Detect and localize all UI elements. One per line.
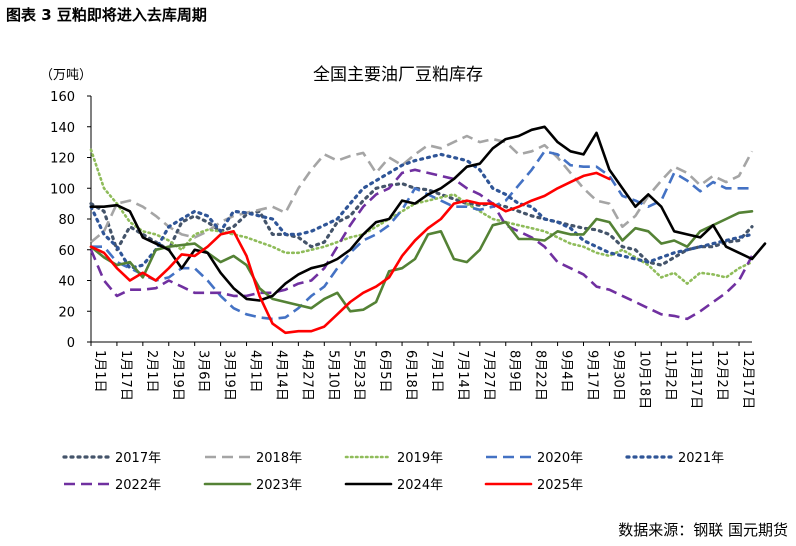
series-line-2025年 — [89, 171, 611, 335]
x-tick-label: 6月18日 — [403, 350, 418, 401]
figure-caption: 图表 3 豆粕即将进入去库周期 — [6, 6, 207, 24]
series-line-2021年 — [89, 152, 754, 270]
x-tick-label: 4月1日 — [248, 350, 263, 393]
legend-label: 2022年 — [115, 478, 161, 493]
x-tick-label: 9月17日 — [585, 350, 600, 401]
x-tick-label: 9月4日 — [559, 350, 574, 393]
legend-label: 2023年 — [256, 478, 302, 493]
y-tick-label: 80 — [58, 213, 75, 228]
series-line-2022年 — [89, 168, 754, 321]
x-tick-label: 6月5日 — [377, 350, 392, 393]
series-line-2024年 — [89, 125, 767, 302]
x-tick-label: 3月19日 — [222, 350, 237, 401]
series-line-2023年 — [89, 210, 754, 313]
x-tick-label: 2月19日 — [170, 350, 185, 401]
series-line-2020年 — [91, 150, 752, 321]
legend-label: 2019年 — [397, 451, 443, 466]
y-tick-label: 120 — [50, 152, 75, 167]
y-axis-unit: （万吨） — [40, 68, 92, 83]
x-tick-label: 5月10日 — [325, 350, 340, 401]
x-tick-label: 4月27日 — [299, 350, 314, 401]
x-tick-label: 3月6日 — [196, 350, 211, 393]
y-tick-label: 20 — [58, 305, 75, 320]
y-tick-label: 160 — [50, 90, 75, 105]
y-tick-label: 140 — [50, 121, 75, 136]
x-tick-label: 8月9日 — [507, 350, 522, 393]
legend-label: 2020年 — [537, 451, 583, 466]
legend-label: 2021年 — [678, 451, 724, 466]
legend: 2017年 2018年 2019年 2020年 2021年 2022年 2023年 2024年… — [62, 451, 724, 493]
x-tick-label: 12月2日 — [714, 350, 729, 401]
legend-label: 2018年 — [256, 451, 302, 466]
y-tick-label: 0 — [67, 336, 75, 351]
y-tick-label: 40 — [58, 275, 75, 290]
x-tick-label: 5月23日 — [351, 350, 366, 401]
legend-label: 2017年 — [115, 451, 161, 466]
series-line-2017年 — [89, 182, 754, 267]
x-tick-label: 7月1日 — [429, 350, 444, 393]
x-tick-label: 9月30日 — [610, 350, 625, 401]
x-tick-label: 11月2日 — [662, 350, 677, 401]
x-tick-label: 1月17日 — [118, 350, 133, 401]
chart-title: 全国主要油厂豆粕库存 — [313, 65, 483, 85]
legend-label: 2024年 — [397, 478, 443, 493]
y-tick-label: 60 — [58, 244, 75, 259]
y-tick-label: 100 — [50, 182, 75, 197]
y-ticks: 0 20 40 60 80 100 120 140 160 — [50, 90, 91, 351]
x-tick-label: 10月18日 — [636, 350, 651, 409]
x-tick-label: 2月1日 — [144, 350, 159, 393]
x-ticks: 1月1日 1月17日 2月1日 2月19日 3月6日 3月19日 4月1日 4月14日 4月27… — [90, 342, 755, 409]
series-group — [89, 125, 767, 335]
x-tick-label: 1月1日 — [92, 350, 107, 393]
x-tick-label: 7月14日 — [455, 350, 470, 401]
x-tick-label: 8月22日 — [533, 350, 548, 401]
legend-label: 2025年 — [537, 478, 583, 493]
x-tick-label: 4月14日 — [273, 350, 288, 401]
series-line-2018年 — [90, 134, 754, 244]
x-tick-label: 11月17日 — [688, 350, 703, 409]
source-note: 数据来源：钢联 国元期货 — [618, 521, 788, 539]
x-tick-label: 7月27日 — [481, 350, 496, 401]
x-tick-label: 12月17日 — [740, 350, 755, 409]
